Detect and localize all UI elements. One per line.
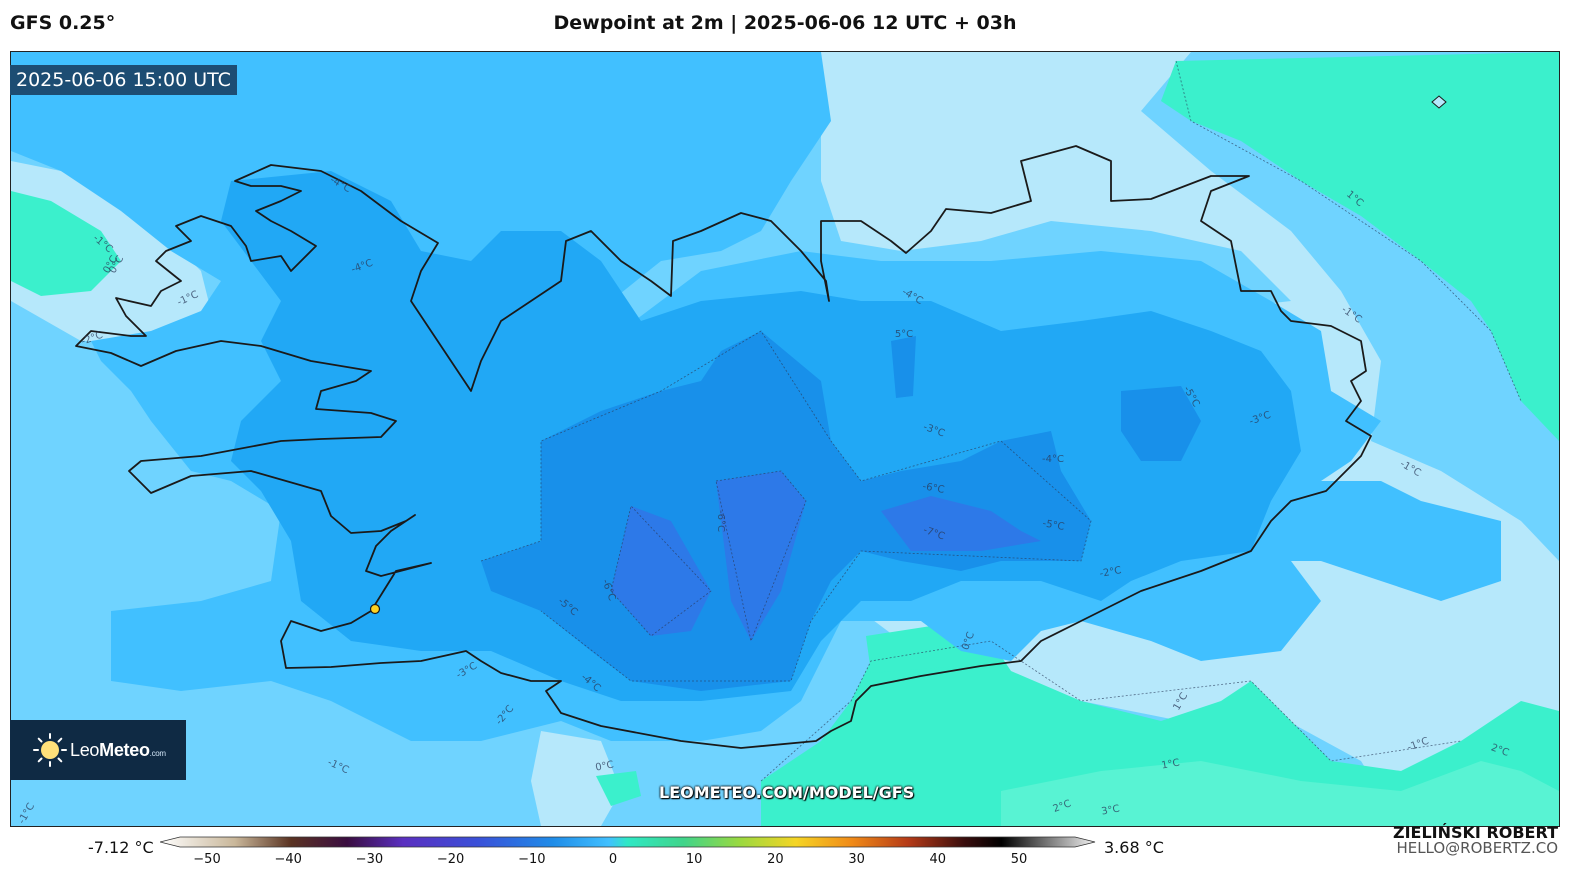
contour-fill-0c-south (531, 731, 621, 826)
colorbar-tick-label: −10 (518, 852, 546, 867)
contour-fill-minus4c-east (1121, 386, 1201, 461)
contour-fill-2c-se (1001, 761, 1559, 826)
contour-label: -6°C (715, 510, 726, 532)
colorbar-tick-label: 10 (685, 852, 703, 867)
colorbar-tick-label: 0 (608, 852, 618, 867)
logo-part-meteo: Meteo (99, 739, 150, 760)
contour-fill-minus5c-ridge (716, 471, 806, 641)
leometeo-logo[interactable]: LeoMeteo.com (10, 720, 186, 780)
location-marker (369, 603, 381, 615)
logo-part-leo: Leo (70, 739, 100, 760)
model-label: GFS 0.25° (10, 12, 116, 34)
colorbar-tick-label: −30 (355, 852, 384, 867)
colorbar-tick-label: −40 (274, 852, 302, 867)
diamond-marker (1431, 95, 1447, 109)
colorbar (160, 836, 1096, 848)
colorbar-tick-label: 50 (1010, 852, 1028, 867)
contour-fill-1c-ne (1161, 52, 1559, 441)
contour-label: 0°C (595, 760, 615, 774)
contour-fill-minus6c (881, 496, 1041, 551)
author-name: ZIELIŃSKI ROBERT (1392, 823, 1558, 842)
colorbar-tick-label: −20 (436, 852, 465, 867)
contour-fill-minus5c-core (611, 506, 711, 636)
contour-label: -2°C (1099, 565, 1123, 580)
source-watermark[interactable]: LEOMETEO.COM/MODEL/GFS (659, 783, 915, 802)
logo-wordmark: LeoMeteo.com (70, 740, 166, 761)
map-panel: -4°C -4°C -1°C 0°C -1°C -2°C -4°C 5°C -3°C -4°C -6… (10, 51, 1560, 827)
colorbar-max-label: 3.68 °C (1104, 838, 1164, 857)
contour-label: -6°C (922, 481, 946, 496)
contour-label: 5°C (895, 329, 913, 340)
contour-fill-minus4c-north (891, 336, 916, 398)
iceland-coastline (75, 145, 1372, 749)
author-email[interactable]: HELLO@ROBERTZ.CO (1396, 839, 1558, 857)
contour-fill-1c-w (11, 191, 121, 296)
contour-label: 1°C (1161, 758, 1181, 772)
contour-lines (480, 60, 1522, 782)
map-title: Dewpoint at 2m | 2025-06-06 12 UTC + 03h (553, 12, 1017, 34)
dewpoint-map: -4°C-4°C-1°C0°C-1°C-2°C-4°C5°C-3°C-4°C-6… (11, 52, 1559, 826)
sun-icon (33, 733, 67, 767)
colorbar-min-label: -7.12 °C (88, 838, 154, 857)
contour-label: -4°C (1042, 454, 1064, 465)
colorbar-tick-label: 20 (767, 852, 784, 867)
contour-fill-1c-se (761, 641, 1559, 826)
colorbar-tick-label: 30 (848, 852, 865, 867)
contour-fill-1c-south-island (596, 771, 641, 806)
contour-label: -5°C (1042, 518, 1066, 533)
valid-time-badge: 2025-06-06 15:00 UTC (10, 65, 237, 95)
colorbar-tick-label: 40 (929, 852, 947, 867)
logo-part-com: .com (149, 748, 166, 758)
colorbar-tick-label: −50 (193, 852, 221, 867)
contour-label: 3°C (1101, 804, 1121, 818)
